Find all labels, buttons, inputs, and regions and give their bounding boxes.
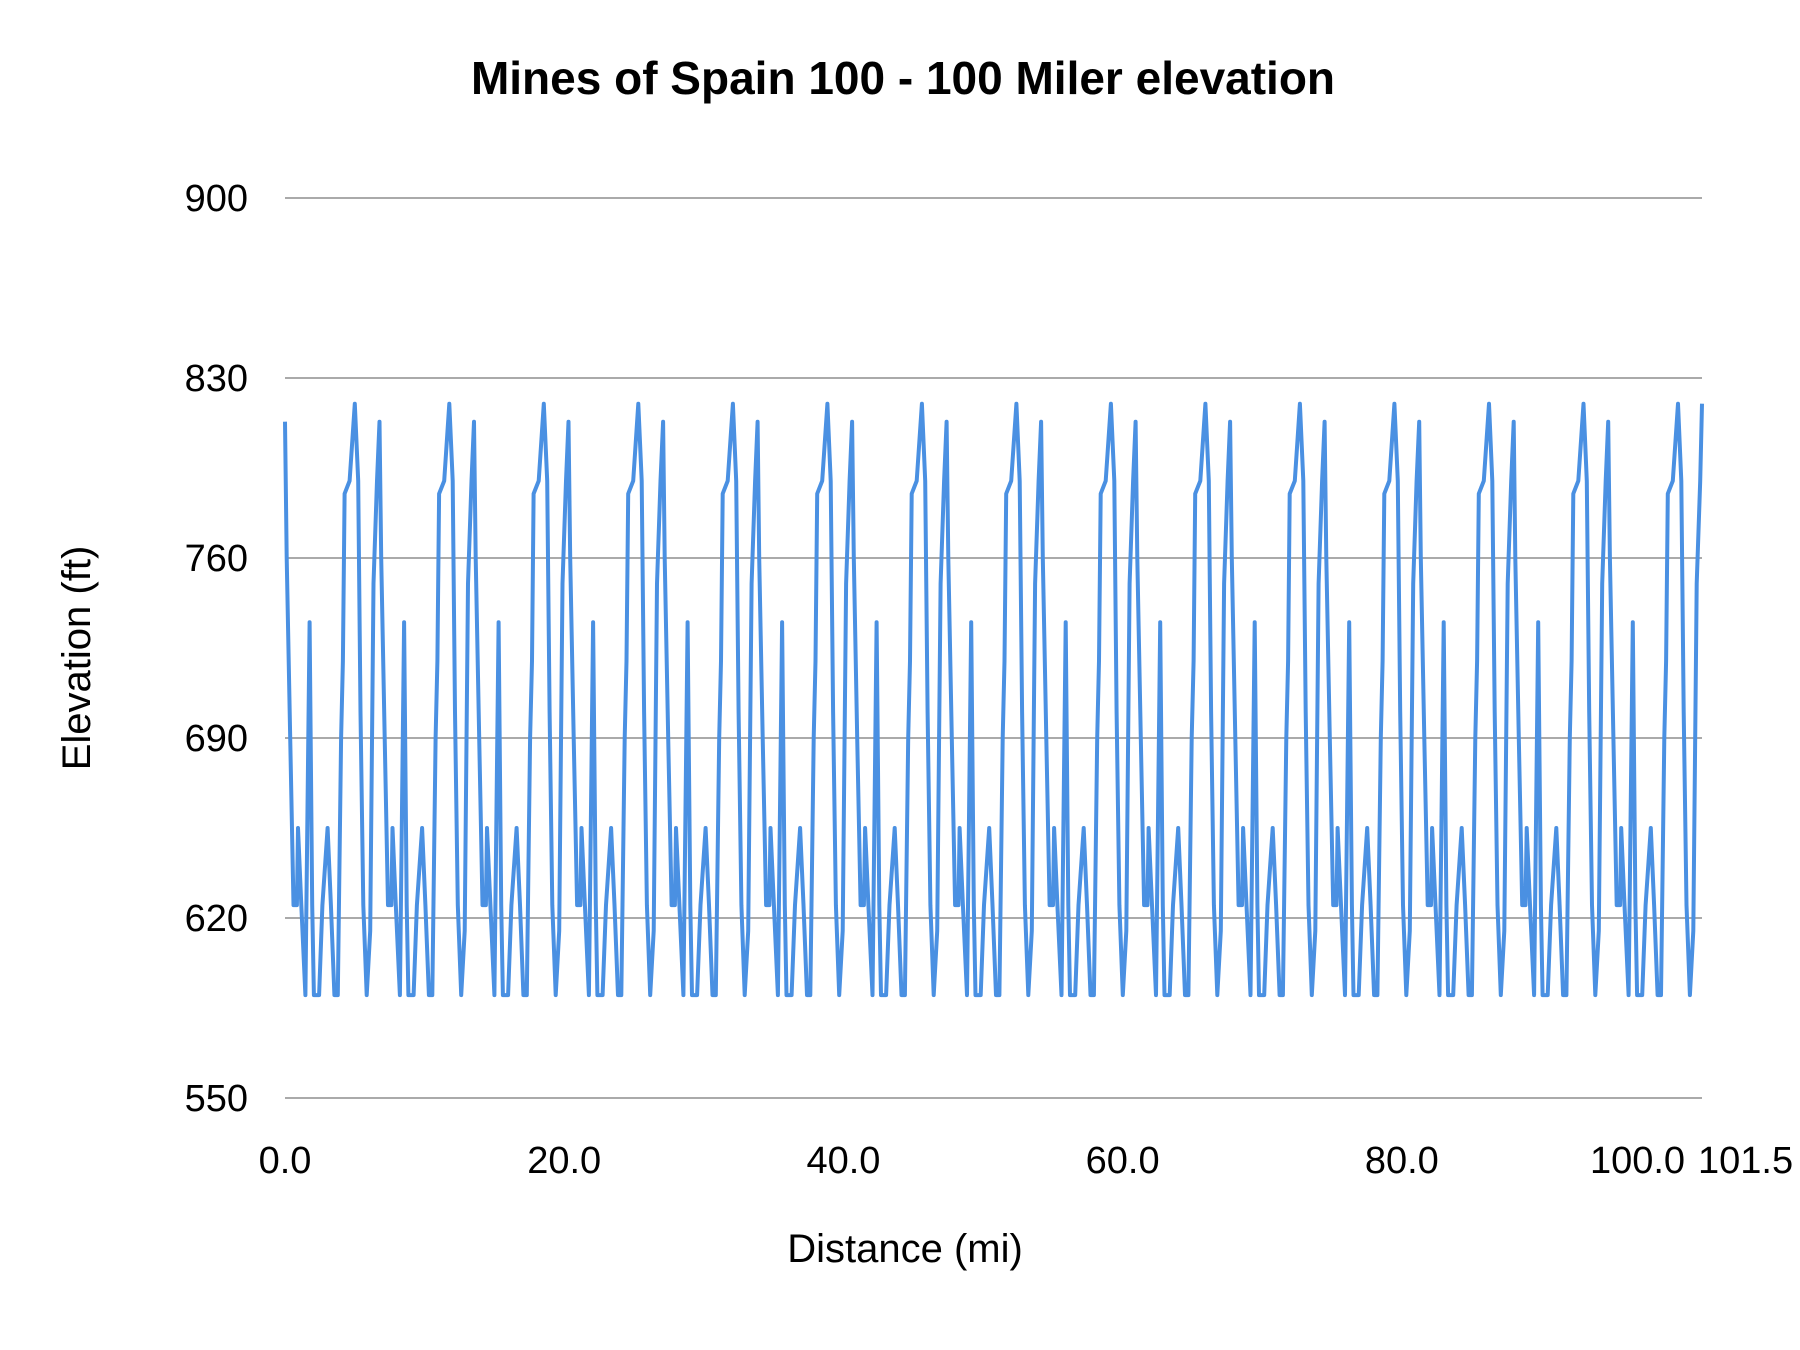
- x-tick-label: 100.0: [1590, 1140, 1685, 1182]
- x-tick-label: 0.0: [259, 1140, 312, 1182]
- y-axis-label: Elevation (ft): [55, 546, 99, 771]
- y-tick-label: 830: [185, 358, 248, 400]
- x-tick-label: 20.0: [527, 1140, 601, 1182]
- x-tick-label: 60.0: [1086, 1140, 1160, 1182]
- x-tick-label: 40.0: [806, 1140, 880, 1182]
- y-tick-label: 760: [185, 538, 248, 580]
- elevation-series-line: [283, 401, 1704, 998]
- x-axis-ticks: 0.0 20.0 40.0 60.0 80.0 100.0 101.5: [259, 1140, 1794, 1182]
- x-axis-label: Distance (mi): [787, 1227, 1023, 1271]
- x-tick-label: 80.0: [1365, 1140, 1439, 1182]
- y-tick-label: 620: [185, 898, 248, 940]
- x-tick-label: 101.5: [1698, 1140, 1793, 1182]
- y-tick-label: 550: [185, 1078, 248, 1120]
- chart-title: Mines of Spain 100 - 100 Miler elevation: [471, 52, 1335, 104]
- y-tick-label: 690: [185, 718, 248, 760]
- y-axis-ticks: 550 620 690 760 830 900: [185, 178, 248, 1120]
- y-tick-label: 900: [185, 178, 248, 220]
